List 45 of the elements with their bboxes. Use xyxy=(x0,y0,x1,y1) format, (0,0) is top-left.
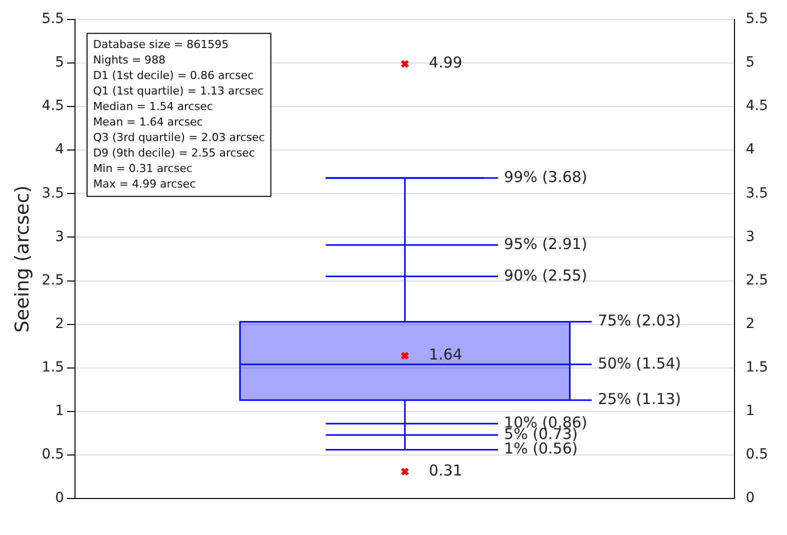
y-axis-title: Seeing (arcsec) xyxy=(11,185,34,333)
annotation: Max = 4.99 arcsec xyxy=(93,178,196,191)
y-tick-label: 4.5 xyxy=(42,98,64,114)
ref-line-label: 25% (1.13) xyxy=(598,390,682,408)
y-tick-label: 1 xyxy=(55,403,64,420)
annotation: Q1 (1st quartile) = 1.13 arcsec xyxy=(93,84,264,98)
y-tick-label: 5 xyxy=(55,54,64,71)
y-tick-label: 0 xyxy=(55,490,64,506)
y2-tick-label: 1 xyxy=(746,403,755,420)
y2-tick-label: 1.5 xyxy=(746,360,768,376)
y-tick-label: 4 xyxy=(55,142,64,158)
y-tick-label: 2 xyxy=(55,316,64,332)
y-tick-label: 1.5 xyxy=(42,360,64,376)
ref-line-label: 75% (2.03) xyxy=(598,312,682,330)
annotation: D1 (1st decile) = 0.86 arcsec xyxy=(93,69,254,82)
y-tick-label: 5.5 xyxy=(42,11,64,28)
ref-line-label: 50% (1.54) xyxy=(598,354,682,372)
y2-tick-label: 2 xyxy=(746,316,755,332)
ref-line-label: 90% (2.55) xyxy=(504,266,588,284)
data-label: 0.31 xyxy=(428,461,462,480)
ref-line-label: 95% (2.91) xyxy=(504,234,588,253)
y2-tick-label: 4.5 xyxy=(746,98,768,114)
annotation: Min = 0.31 arcsec xyxy=(93,162,192,176)
y2-tick-label: 3.5 xyxy=(746,185,768,202)
data-label: 1.64 xyxy=(428,346,462,364)
y2-tick-label: 4 xyxy=(746,142,755,158)
y2-tick-label: 2.5 xyxy=(746,272,768,288)
annotation: Nights = 988 xyxy=(93,54,166,67)
annotation: Mean = 1.64 arcsec xyxy=(93,116,203,129)
y2-tick-label: 5 xyxy=(746,54,755,71)
annotation: Q3 (3rd quartile) = 2.03 arcsec xyxy=(93,131,265,144)
annotation: Database size = 861595 xyxy=(93,38,229,52)
y2-tick-label: 3 xyxy=(746,228,755,245)
data-label: 4.99 xyxy=(428,54,462,72)
y2-tick-label: 0 xyxy=(746,490,755,506)
y2-tick-label: 5.5 xyxy=(746,11,768,28)
y-tick-label: 3 xyxy=(55,228,64,245)
y2-tick-label: 0.5 xyxy=(746,446,768,463)
ref-line-label: 99% (3.68) xyxy=(504,168,588,186)
ref-line-label: 1% (0.56) xyxy=(504,440,578,458)
y-tick-label: 2.5 xyxy=(42,272,64,288)
y-tick-label: 3.5 xyxy=(42,185,64,202)
annotation: Median = 1.54 arcsec xyxy=(93,100,213,114)
y-tick-label: 0.5 xyxy=(42,446,64,463)
annotation: D9 (9th decile) = 2.55 arcsec xyxy=(93,146,255,160)
